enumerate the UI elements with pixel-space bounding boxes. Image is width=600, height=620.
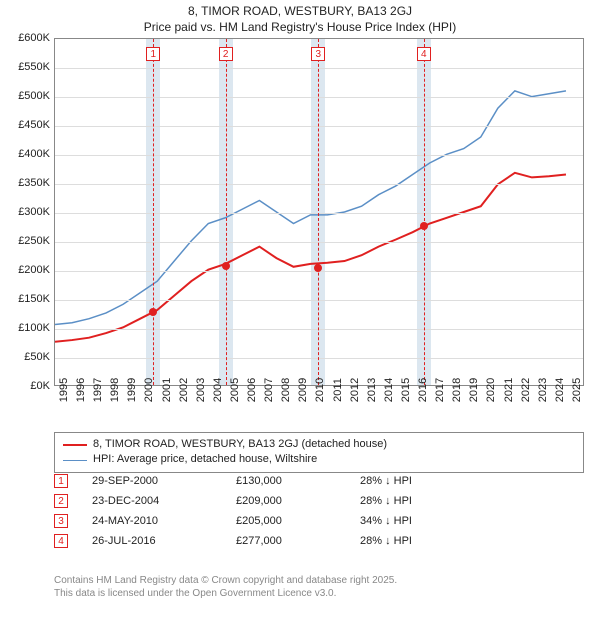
chart-plot-area: 1 2 3 4 — [54, 38, 584, 386]
x-axis-label: 2010 — [314, 378, 326, 402]
x-axis-label: 2011 — [332, 378, 344, 402]
legend-swatch-subject — [63, 444, 87, 446]
x-axis-label: 2004 — [212, 378, 224, 402]
legend-swatch-hpi — [63, 460, 87, 461]
x-axis-label: 2012 — [349, 378, 361, 402]
x-axis-label: 2022 — [520, 378, 532, 402]
sale-dot — [149, 308, 157, 316]
x-axis-label: 2016 — [417, 378, 429, 402]
x-axis-label: 1998 — [109, 378, 121, 402]
footer-attribution: Contains HM Land Registry data © Crown c… — [54, 574, 584, 600]
footer-line-1: Contains HM Land Registry data © Crown c… — [54, 574, 584, 587]
sale-dashed-line — [318, 39, 319, 385]
sale-event-marker: 4 — [54, 534, 68, 548]
x-axis-label: 2003 — [195, 378, 207, 402]
x-axis-label: 1996 — [75, 378, 87, 402]
sale-event-row: 4 26-JUL-2016 £277,000 28% ↓ HPI — [54, 534, 584, 548]
y-axis-label: £150K — [18, 293, 50, 305]
sale-event-marker: 3 — [54, 514, 68, 528]
sale-event-diff: 28% ↓ HPI — [360, 495, 584, 507]
x-axis-label: 2019 — [468, 378, 480, 402]
y-axis-label: £550K — [18, 61, 50, 73]
x-axis-label: 2007 — [263, 378, 275, 402]
y-axis-label: £0K — [30, 380, 50, 392]
x-axis-label: 2005 — [229, 378, 241, 402]
sale-marker: 4 — [417, 47, 431, 61]
sale-dot — [420, 222, 428, 230]
y-axis-label: £400K — [18, 148, 50, 160]
sale-event-date: 24-MAY-2010 — [92, 515, 212, 527]
y-axis-label: £450K — [18, 119, 50, 131]
x-axis-label: 2008 — [280, 378, 292, 402]
x-axis-label: 2024 — [554, 378, 566, 402]
y-axis-label: £500K — [18, 90, 50, 102]
y-axis-label: £100K — [18, 322, 50, 334]
x-axis-label: 2014 — [383, 378, 395, 402]
sale-event-row: 1 29-SEP-2000 £130,000 28% ↓ HPI — [54, 474, 584, 488]
sale-event-marker: 2 — [54, 494, 68, 508]
sale-dashed-line — [424, 39, 425, 385]
x-axis-label: 2000 — [143, 378, 155, 402]
sale-marker: 3 — [311, 47, 325, 61]
x-axis-label: 2015 — [400, 378, 412, 402]
x-axis-label: 2025 — [571, 378, 583, 402]
legend-label-subject: 8, TIMOR ROAD, WESTBURY, BA13 2GJ (detac… — [93, 437, 387, 452]
x-axis-label: 2001 — [161, 378, 173, 402]
sale-event-row: 2 23-DEC-2004 £209,000 28% ↓ HPI — [54, 494, 584, 508]
sale-dashed-line — [226, 39, 227, 385]
x-axis-label: 2021 — [503, 378, 515, 402]
y-axis-label: £300K — [18, 206, 50, 218]
y-axis-label: £200K — [18, 264, 50, 276]
x-axis-label: 1999 — [126, 378, 138, 402]
sale-event-price: £277,000 — [236, 535, 336, 547]
sale-events-table: 1 29-SEP-2000 £130,000 28% ↓ HPI 2 23-DEC-200… — [54, 474, 584, 554]
legend-row-hpi: HPI: Average price, detached house, Wilt… — [63, 452, 575, 467]
sale-marker: 1 — [146, 47, 160, 61]
y-axis-label: £350K — [18, 177, 50, 189]
y-axis-label: £250K — [18, 235, 50, 247]
sale-event-diff: 28% ↓ HPI — [360, 535, 584, 547]
sale-dashed-line — [153, 39, 154, 385]
sale-event-price: £130,000 — [236, 475, 336, 487]
series-line-subject — [55, 173, 566, 342]
legend-label-hpi: HPI: Average price, detached house, Wilt… — [93, 452, 317, 467]
y-axis-label: £600K — [18, 32, 50, 44]
chart-title-2: Price paid vs. HM Land Registry's House … — [0, 20, 600, 36]
x-axis-label: 2006 — [246, 378, 258, 402]
x-axis-label: 2020 — [485, 378, 497, 402]
sale-event-date: 29-SEP-2000 — [92, 475, 212, 487]
x-axis-label: 1997 — [92, 378, 104, 402]
x-axis-label: 2023 — [537, 378, 549, 402]
x-axis-label: 2013 — [366, 378, 378, 402]
y-axis-label: £50K — [24, 351, 50, 363]
x-axis-label: 1995 — [58, 378, 70, 402]
sale-event-diff: 34% ↓ HPI — [360, 515, 584, 527]
sale-event-price: £205,000 — [236, 515, 336, 527]
chart-title-1: 8, TIMOR ROAD, WESTBURY, BA13 2GJ — [0, 4, 600, 20]
legend-row-subject: 8, TIMOR ROAD, WESTBURY, BA13 2GJ (detac… — [63, 437, 575, 452]
x-axis-label: 2017 — [434, 378, 446, 402]
sale-dot — [314, 264, 322, 272]
sale-event-price: £209,000 — [236, 495, 336, 507]
sale-marker: 2 — [219, 47, 233, 61]
sale-event-date: 26-JUL-2016 — [92, 535, 212, 547]
chart-legend: 8, TIMOR ROAD, WESTBURY, BA13 2GJ (detac… — [54, 432, 584, 473]
sale-dot — [222, 262, 230, 270]
sale-event-marker: 1 — [54, 474, 68, 488]
x-axis-label: 2009 — [297, 378, 309, 402]
sale-event-diff: 28% ↓ HPI — [360, 475, 584, 487]
sale-event-date: 23-DEC-2004 — [92, 495, 212, 507]
x-axis-label: 2018 — [451, 378, 463, 402]
chart-titles: 8, TIMOR ROAD, WESTBURY, BA13 2GJ Price … — [0, 4, 600, 35]
sale-event-row: 3 24-MAY-2010 £205,000 34% ↓ HPI — [54, 514, 584, 528]
footer-line-2: This data is licensed under the Open Gov… — [54, 587, 584, 600]
x-axis-label: 2002 — [178, 378, 190, 402]
